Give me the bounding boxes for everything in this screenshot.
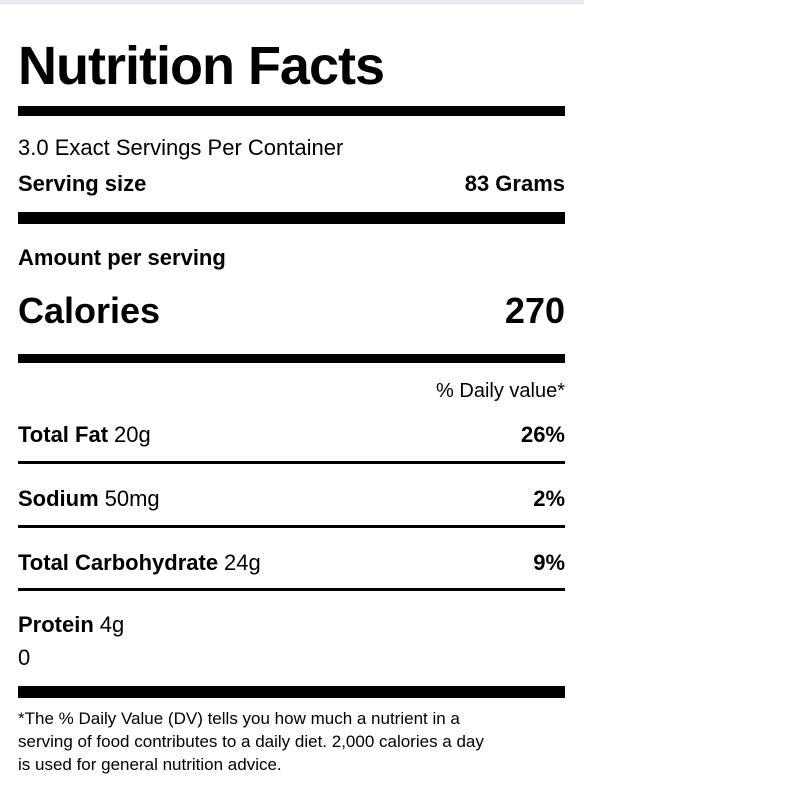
thick-rule-top (18, 106, 565, 116)
serving-size-value: 83 Grams (464, 171, 565, 196)
thick-rule-calories (18, 354, 565, 363)
footnote-line: is used for general nutrition advice. (18, 755, 282, 774)
nutrient-name: Total Fat (18, 422, 109, 447)
nutrient-amount: 20g (113, 422, 151, 447)
window-edge-strip (0, 0, 584, 4)
nutrient-daily-value: 26% (520, 422, 565, 447)
nutrient-name: Sodium (18, 486, 99, 511)
nutrient-name: Protein (18, 612, 94, 637)
thick-rule-bottom (18, 686, 565, 698)
servings-per-container: 3.0 Exact Servings Per Container (18, 135, 344, 160)
calories-value: 270 (504, 290, 565, 331)
daily-value-footnote: *The % Daily Value (DV) tells you how mu… (18, 707, 565, 776)
nutrient-amount: 4g (99, 612, 125, 637)
thin-rule (18, 525, 565, 528)
nutrient-row-sodium: Sodium 50mg 2% (18, 486, 565, 512)
calories-label: Calories (18, 290, 161, 331)
nutrient-name: Total Carbohydrate (18, 550, 219, 575)
nutrient-name-amount: Sodium 50mg (18, 486, 160, 512)
nutrient-row-total-carbohydrate: Total Carbohydrate 24g 9% (18, 550, 565, 576)
footnote-line: serving of food contributes to a daily d… (18, 732, 484, 751)
label-title: Nutrition Facts (18, 36, 385, 96)
thick-rule-serving (18, 212, 565, 224)
amount-per-serving-label: Amount per serving (18, 245, 226, 270)
nutrient-daily-value: 9% (533, 550, 565, 575)
daily-value-header: % Daily value* (436, 380, 565, 402)
nutrient-amount: 50mg (104, 486, 160, 511)
nutrient-name-amount: Total Fat 20g (18, 422, 151, 448)
nutrient-row-protein: Protein 4g (18, 612, 565, 638)
serving-size-row: Serving size 83 Grams (18, 171, 565, 197)
nutrient-daily-value: 2% (533, 486, 565, 511)
nutrient-name-amount: Total Carbohydrate 24g (18, 550, 261, 576)
thin-rule (18, 461, 565, 464)
protein-extra-value: 0 (18, 645, 31, 670)
thin-rule (18, 588, 565, 591)
footnote-line: *The % Daily Value (DV) tells you how mu… (18, 709, 460, 728)
nutrition-facts-label: Nutrition Facts 3.0 Exact Servings Per C… (18, 0, 565, 776)
calories-row: Calories 270 (18, 291, 565, 331)
nutrient-name-amount: Protein 4g (18, 612, 124, 638)
nutrient-row-total-fat: Total Fat 20g 26% (18, 422, 565, 448)
serving-size-label: Serving size (18, 171, 147, 196)
nutrient-amount: 24g (224, 550, 261, 575)
